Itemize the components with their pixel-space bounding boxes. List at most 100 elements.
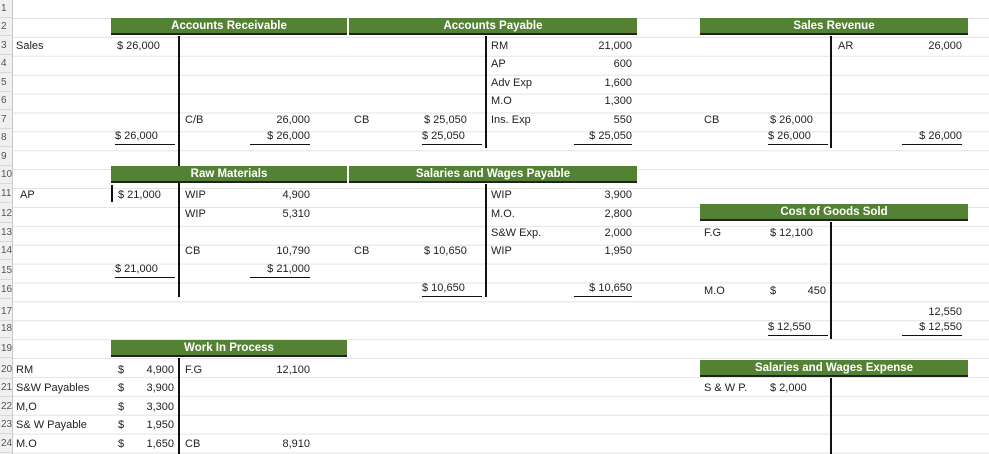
sr-total-credit[interactable]: $ 26,000 <box>902 129 962 145</box>
sr-total-debit[interactable]: $ 26,000 <box>768 129 828 145</box>
ar-cb-amount[interactable]: 26,000 <box>276 114 310 126</box>
ap-credit-amount[interactable]: 600 <box>613 58 632 70</box>
row-number[interactable]: 9 <box>0 148 12 166</box>
cogs-total-debit[interactable]: $ 12,550 <box>768 320 828 336</box>
cogs-closing-credit[interactable]: 12,550 <box>928 306 962 318</box>
raw-materials-header[interactable]: Raw Materials <box>111 166 347 183</box>
rm-total-debit[interactable]: $ 21,000 <box>115 262 175 278</box>
wip-debit-label[interactable]: M,O <box>16 401 37 413</box>
wip-debit-amount[interactable]: 4,900 <box>146 364 174 376</box>
ap-credit-label[interactable]: RM <box>491 40 509 52</box>
row-number[interactable]: 3 <box>0 37 12 55</box>
wip-debit-amount[interactable]: 3,900 <box>146 382 174 394</box>
work-in-process-header[interactable]: Work In Process <box>111 340 347 357</box>
cogs-mo-dollar[interactable]: $ <box>770 285 777 297</box>
row-number[interactable]: 15 <box>0 262 12 280</box>
cogs-mo-amount[interactable]: 450 <box>807 285 826 297</box>
row-number[interactable]: 22 <box>0 398 12 416</box>
swp-credit-amount[interactable]: 1,950 <box>604 245 632 257</box>
row-number[interactable]: 2 <box>0 18 12 36</box>
ap-credit-label[interactable]: AP <box>491 58 506 70</box>
rm-cb-label[interactable]: CB <box>185 245 201 257</box>
ap-credit-label[interactable]: Adv Exp <box>491 77 532 89</box>
row-number[interactable]: 19 <box>0 340 12 358</box>
swp-credit-amount[interactable]: 2,800 <box>604 208 632 220</box>
swp-cb-label[interactable]: CB <box>354 245 370 257</box>
ap-credit-amount[interactable]: 1,300 <box>604 95 632 107</box>
row-number[interactable]: 20 <box>0 361 12 379</box>
rm-cb-amount[interactable]: 10,790 <box>276 245 310 257</box>
row-number[interactable]: 6 <box>0 92 12 110</box>
accounts-receivable-header[interactable]: Accounts Receivable <box>111 18 347 35</box>
row-number[interactable]: 23 <box>0 416 12 434</box>
wip-cb-label[interactable]: CB <box>185 438 201 450</box>
wip-fg-label[interactable]: F.G <box>185 364 203 376</box>
salaries-wages-expense-header[interactable]: Salaries and Wages Expense <box>700 360 968 377</box>
swp-credit-label[interactable]: WIP <box>491 189 512 201</box>
swp-credit-amount[interactable]: 2,000 <box>604 227 632 239</box>
cost-of-goods-sold-header[interactable]: Cost of Goods Sold <box>700 204 968 221</box>
ap-total-debit[interactable]: $ 25,050 <box>422 129 482 145</box>
wip-debit-label[interactable]: S& W Payable <box>16 419 87 431</box>
wip-cb-amount[interactable]: 8,910 <box>282 438 310 450</box>
row-number[interactable]: 14 <box>0 242 12 260</box>
swp-credit-label[interactable]: M.O. <box>491 208 515 220</box>
swp-credit-label[interactable]: WIP <box>491 245 512 257</box>
wip-debit-label[interactable]: S&W Payables <box>16 382 90 394</box>
ar-sales-amount[interactable]: $ 26,000 <box>117 40 160 52</box>
sr-cb-label[interactable]: CB <box>704 114 720 126</box>
sr-ar-amount[interactable]: 26,000 <box>928 40 962 52</box>
wip-debit-amount[interactable]: 3,300 <box>146 401 174 413</box>
rm-ap-amount[interactable]: $ 21,000 <box>118 189 161 201</box>
accounts-payable-header[interactable]: Accounts Payable <box>349 18 637 35</box>
cogs-fg-label[interactable]: F.G <box>704 227 722 239</box>
ar-total-debit[interactable]: $ 26,000 <box>115 129 175 145</box>
cogs-fg-amount[interactable]: $ 12,100 <box>770 227 813 239</box>
row-number[interactable]: 5 <box>0 74 12 92</box>
row-number[interactable]: 10 <box>0 166 12 184</box>
swp-cb-amount[interactable]: $ 10,650 <box>424 245 467 257</box>
rm-total-credit[interactable]: $ 21,000 <box>250 262 310 278</box>
swp-credit-label[interactable]: S&W Exp. <box>491 227 542 239</box>
rm-credit-label[interactable]: WIP <box>185 189 206 201</box>
row-number[interactable]: 16 <box>0 281 12 299</box>
row-number[interactable]: 4 <box>0 55 12 73</box>
wip-debit-dollar[interactable]: $ <box>118 364 125 376</box>
rm-credit-amount[interactable]: 5,310 <box>282 208 310 220</box>
wip-debit-label[interactable]: RM <box>16 364 34 376</box>
row-number[interactable]: 1 <box>0 0 12 18</box>
row-number[interactable]: 8 <box>0 129 12 147</box>
sr-cb-amount[interactable]: $ 26,000 <box>770 114 813 126</box>
ap-credit-amount[interactable]: 21,000 <box>598 40 632 52</box>
ap-credit-label[interactable]: M.O <box>491 95 512 107</box>
row-number[interactable]: 24 <box>0 435 12 453</box>
rm-credit-amount[interactable]: 4,900 <box>282 189 310 201</box>
swp-total-debit[interactable]: $ 10,650 <box>422 281 482 297</box>
swe-swp-amount[interactable]: $ 2,000 <box>770 382 807 394</box>
wip-debit-dollar[interactable]: $ <box>118 401 125 413</box>
row-number[interactable]: 18 <box>0 320 12 338</box>
wip-debit-label[interactable]: M.O <box>16 438 37 450</box>
row-number[interactable]: 7 <box>0 111 12 129</box>
wip-debit-dollar[interactable]: $ <box>118 438 125 450</box>
swp-total-credit[interactable]: $ 10,650 <box>574 281 632 297</box>
ap-cb-amount[interactable]: $ 25,050 <box>424 114 467 126</box>
ar-cb-label[interactable]: C/B <box>185 114 204 126</box>
ap-cb-label[interactable]: CB <box>354 114 370 126</box>
row-number[interactable]: 21 <box>0 379 12 397</box>
wip-fg-amount[interactable]: 12,100 <box>276 364 310 376</box>
ar-total-credit[interactable]: $ 26,000 <box>250 129 310 145</box>
ap-total-credit[interactable]: $ 25,050 <box>574 129 632 145</box>
cogs-total-credit[interactable]: $ 12,550 <box>902 320 962 336</box>
ap-credit-label[interactable]: Ins. Exp <box>491 114 531 126</box>
rm-credit-label[interactable]: WIP <box>185 208 206 220</box>
wip-debit-amount[interactable]: 1,650 <box>146 438 174 450</box>
swe-swp-label[interactable]: S & W P. <box>704 382 748 394</box>
salaries-wages-payable-header[interactable]: Salaries and Wages Payable <box>349 166 637 183</box>
ap-credit-amount[interactable]: 1,600 <box>604 77 632 89</box>
sr-ar-label[interactable]: AR <box>838 40 854 52</box>
cogs-mo-label[interactable]: M.O <box>704 285 725 297</box>
row-number[interactable]: 13 <box>0 224 12 242</box>
ar-sales-label[interactable]: Sales <box>16 40 44 52</box>
row-number[interactable]: 12 <box>0 205 12 223</box>
